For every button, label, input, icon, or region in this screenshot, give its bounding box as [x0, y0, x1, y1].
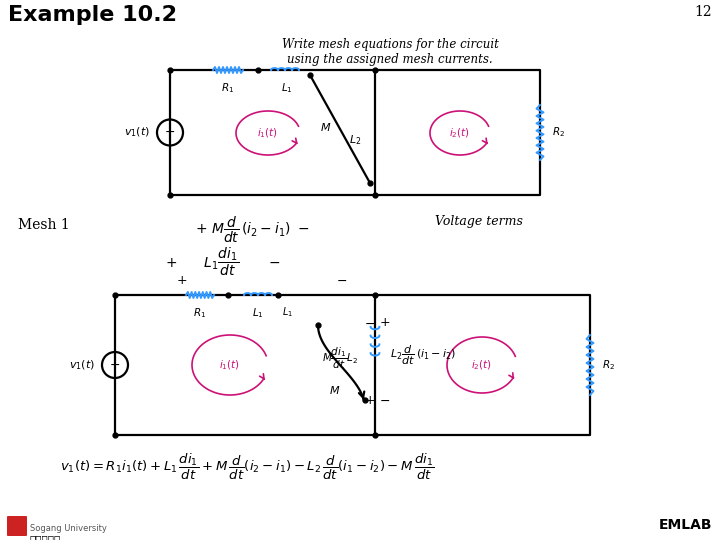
- Text: 서강대학교: 서강대학교: [30, 534, 61, 540]
- Text: $R_2$: $R_2$: [552, 126, 565, 139]
- Text: $v_1(t)$: $v_1(t)$: [69, 358, 95, 372]
- Text: $v_1(t)$: $v_1(t)$: [124, 126, 150, 139]
- Text: −: −: [165, 126, 175, 139]
- Text: $R_2$: $R_2$: [602, 358, 615, 372]
- Text: $-$: $-$: [336, 273, 348, 287]
- Text: −: −: [109, 359, 120, 372]
- Text: $i_2(t)$: $i_2(t)$: [449, 126, 470, 140]
- Text: $-$: $-$: [379, 394, 390, 407]
- Text: $L_1$: $L_1$: [281, 81, 293, 95]
- Text: $+$: $+$: [364, 394, 376, 407]
- Text: $L_2$: $L_2$: [348, 133, 361, 147]
- Text: $R_1$: $R_1$: [222, 81, 235, 95]
- Text: $i_2(t)$: $i_2(t)$: [472, 358, 492, 372]
- Text: $M\dfrac{di_1}{dt}L_2$: $M\dfrac{di_1}{dt}L_2$: [322, 346, 358, 370]
- Text: $v_1(t) = R_1i_1(t) + L_1\,\dfrac{di_1}{dt} + M\,\dfrac{d}{dt}(i_2-i_1) - L_2\,\: $v_1(t) = R_1i_1(t) + L_1\,\dfrac{di_1}{…: [60, 452, 434, 482]
- Text: $i_1(t)$: $i_1(t)$: [220, 358, 240, 372]
- Text: Mesh 1: Mesh 1: [18, 218, 70, 232]
- FancyBboxPatch shape: [7, 516, 27, 536]
- Text: $+\qquad L_1\dfrac{di_1}{dt}\qquad -$: $+\qquad L_1\dfrac{di_1}{dt}\qquad -$: [165, 245, 281, 278]
- Text: $i_1(t)$: $i_1(t)$: [258, 126, 279, 140]
- Text: EMLAB: EMLAB: [659, 518, 712, 532]
- Text: $+$: $+$: [176, 273, 188, 287]
- Text: 12: 12: [694, 5, 712, 19]
- Text: Write mesh equations for the circuit
using the assigned mesh currents.: Write mesh equations for the circuit usi…: [282, 38, 498, 66]
- Text: $+$: $+$: [379, 316, 391, 329]
- Text: Sogang University: Sogang University: [30, 524, 107, 533]
- Text: $M$: $M$: [329, 384, 341, 396]
- Text: $L_1$: $L_1$: [282, 305, 293, 319]
- Text: $M$: $M$: [320, 121, 332, 133]
- Text: Voltage terms: Voltage terms: [435, 215, 523, 228]
- Text: $-$: $-$: [364, 316, 376, 329]
- Text: Example 10.2: Example 10.2: [8, 5, 177, 25]
- Text: $L_1$: $L_1$: [252, 306, 264, 320]
- Text: $L_2\dfrac{d}{dt}\,(i_1-i_2)$: $L_2\dfrac{d}{dt}\,(i_1-i_2)$: [390, 343, 456, 367]
- Text: $R_1$: $R_1$: [194, 306, 207, 320]
- Text: $+\ M\dfrac{d}{dt}\,(i_2-i_1)\ -$: $+\ M\dfrac{d}{dt}\,(i_2-i_1)\ -$: [195, 215, 310, 245]
